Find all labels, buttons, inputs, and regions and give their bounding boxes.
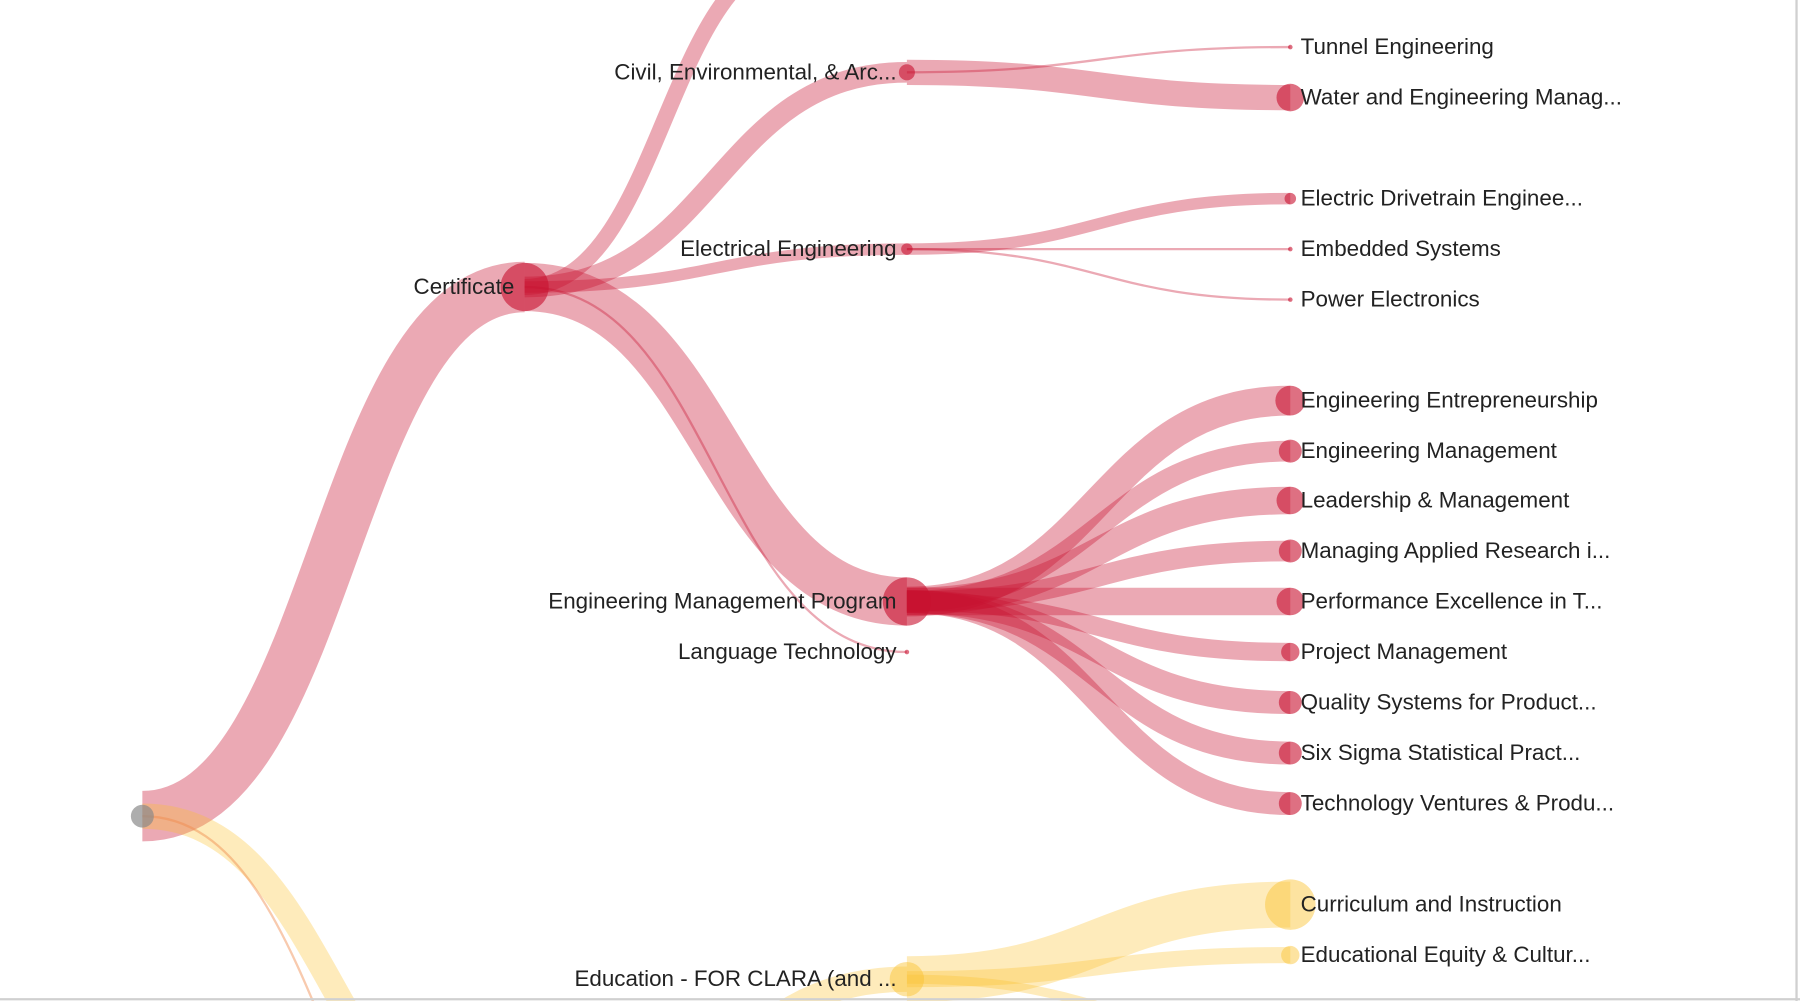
leaf-label: Curriculum and Instruction <box>1301 892 1562 917</box>
leaf-label: Water and Engineering Manag... <box>1301 85 1622 110</box>
tree-node[interactable] <box>1278 792 1302 816</box>
tree-node[interactable] <box>898 64 915 81</box>
tree-node[interactable] <box>1278 691 1302 715</box>
link <box>906 947 1291 988</box>
link <box>140 261 527 842</box>
leaf-label: Engineering Management <box>1301 438 1558 463</box>
node-label: Certificate <box>414 274 515 299</box>
link <box>142 803 356 1001</box>
leaf-label: Project Management <box>1301 639 1508 664</box>
nodes <box>130 44 1316 997</box>
tree-node[interactable] <box>1288 44 1293 50</box>
tree-node[interactable] <box>1276 486 1305 515</box>
tree-node[interactable] <box>1275 385 1306 416</box>
tree-node[interactable] <box>1288 246 1293 252</box>
leaf-label: Power Electronics <box>1301 287 1480 312</box>
tree-node[interactable] <box>1278 439 1302 463</box>
link <box>906 486 1291 616</box>
link <box>523 262 908 626</box>
link <box>906 440 1291 612</box>
node-label: Electrical Engineering <box>680 236 896 261</box>
node-label: Education - FOR CLARA (and ... <box>574 966 896 991</box>
root-node[interactable] <box>130 804 154 828</box>
leaf-label: Managing Applied Research i... <box>1301 538 1611 563</box>
leaf-label: Embedded Systems <box>1301 236 1501 261</box>
tree-node[interactable] <box>1265 879 1316 930</box>
leaf-label: Technology Ventures & Produ... <box>1301 791 1614 816</box>
tree-node[interactable] <box>889 961 925 997</box>
leaf-label: Six Sigma Statistical Pract... <box>1301 740 1581 765</box>
link <box>906 540 1291 612</box>
link <box>906 247 1291 301</box>
tree-node[interactable] <box>1288 297 1293 302</box>
leaf-label: Performance Excellence in T... <box>1301 589 1603 614</box>
leaf-label: Tunnel Engineering <box>1301 34 1494 59</box>
link <box>906 385 1291 617</box>
leaf-label: Engineering Entrepreneurship <box>1301 388 1598 413</box>
tree-node[interactable] <box>1276 83 1305 112</box>
link <box>906 881 1291 1001</box>
link <box>906 59 1291 111</box>
link <box>906 45 1291 74</box>
tree-node[interactable] <box>1284 192 1297 205</box>
tree-node[interactable] <box>901 243 913 255</box>
tree-node[interactable] <box>1281 642 1300 662</box>
link <box>906 590 1291 765</box>
leaf-label: Quality Systems for Product... <box>1301 690 1597 715</box>
leaf-label: Electric Drivetrain Enginee... <box>1301 186 1583 211</box>
link <box>779 966 907 1001</box>
link <box>524 61 907 298</box>
link <box>142 815 315 1001</box>
tree-node[interactable] <box>882 577 931 626</box>
links <box>140 0 1291 1001</box>
link <box>524 285 907 654</box>
link <box>906 590 1291 715</box>
link <box>906 590 1291 816</box>
labels: Certificate Civil, Environmental, & Arc..… <box>414 34 1622 991</box>
tree-node[interactable] <box>500 262 549 312</box>
node-label: Language Technology <box>678 639 897 664</box>
node-label: Engineering Management Program <box>548 589 896 614</box>
link <box>906 974 1098 1001</box>
link <box>906 592 1291 662</box>
link <box>906 192 1291 255</box>
node-label: Civil, Environmental, & Arc... <box>614 59 896 84</box>
link <box>524 243 907 293</box>
tree-node[interactable] <box>1278 539 1302 563</box>
tree-node[interactable] <box>904 649 910 655</box>
leaf-label: Leadership & Management <box>1301 488 1570 513</box>
link <box>524 0 736 296</box>
tree-node[interactable] <box>1278 741 1302 765</box>
tree-node[interactable] <box>1276 587 1305 616</box>
tree-node[interactable] <box>1281 945 1300 965</box>
leaf-label: Educational Equity & Cultur... <box>1301 942 1591 967</box>
